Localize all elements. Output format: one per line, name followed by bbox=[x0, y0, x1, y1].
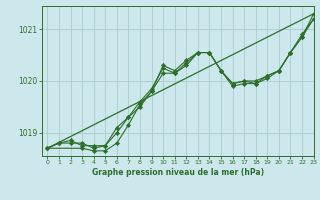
X-axis label: Graphe pression niveau de la mer (hPa): Graphe pression niveau de la mer (hPa) bbox=[92, 168, 264, 177]
